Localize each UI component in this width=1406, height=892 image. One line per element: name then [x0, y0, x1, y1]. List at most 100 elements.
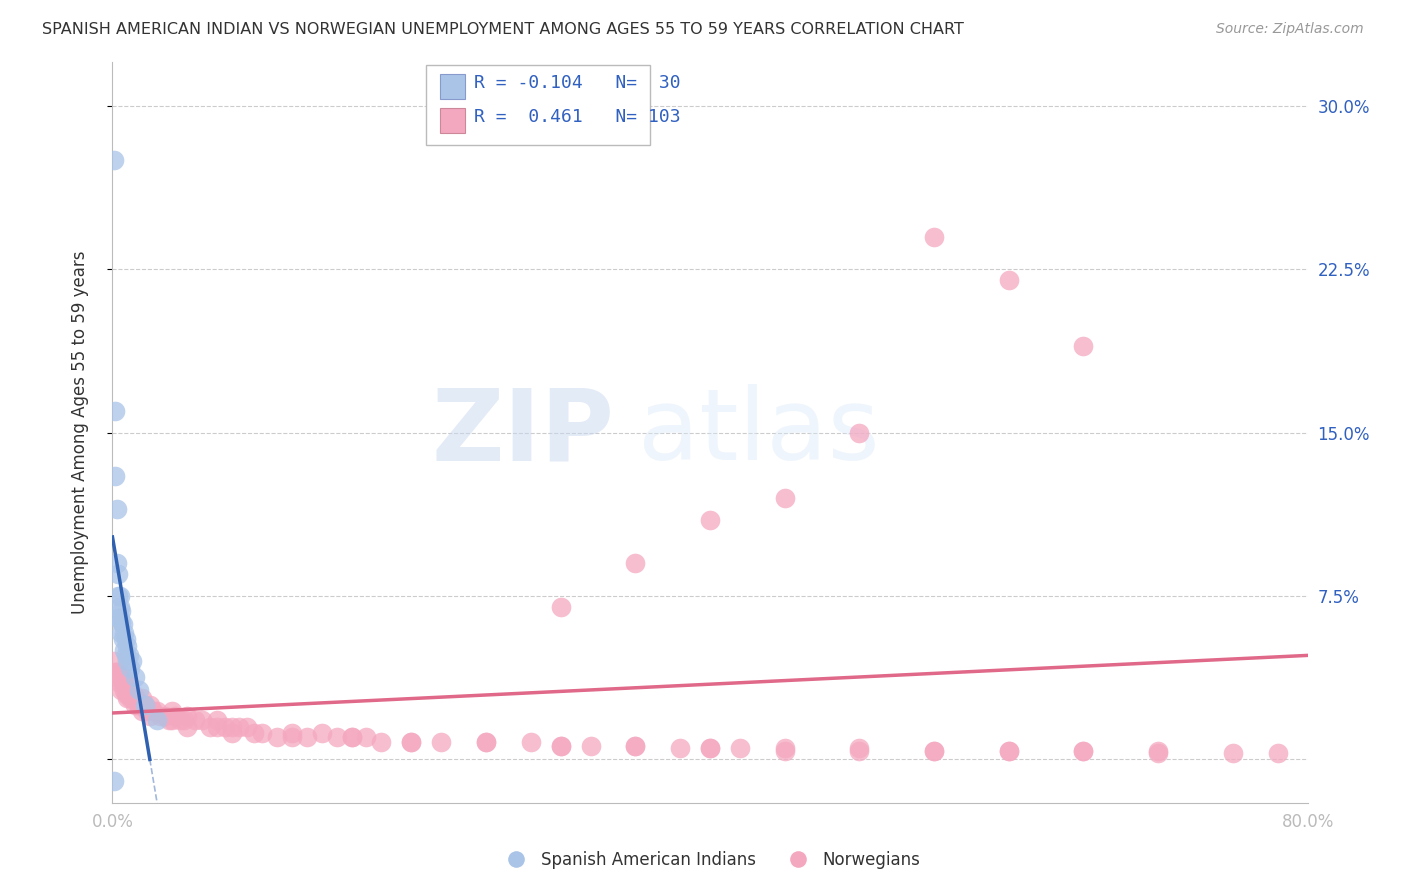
Point [699, 741, 721, 756]
Point [281, 726, 304, 740]
Point [243, 726, 266, 740]
Point [1222, 746, 1244, 760]
Point [111, 676, 134, 690]
Point [773, 741, 796, 756]
Point [108, 599, 131, 614]
Point [107, 611, 129, 625]
Point [162, 704, 183, 718]
Point [111, 669, 134, 683]
Point [131, 691, 153, 706]
Point [134, 698, 156, 712]
Point [117, 691, 139, 706]
Point [128, 698, 150, 712]
Point [624, 739, 647, 754]
Point [579, 739, 602, 754]
Point [115, 648, 138, 662]
Point [998, 743, 1021, 757]
Point [266, 731, 288, 745]
Point [669, 741, 692, 756]
Point [1147, 743, 1170, 757]
Point [117, 639, 139, 653]
Point [146, 704, 169, 718]
Point [848, 741, 870, 756]
Point [120, 687, 142, 701]
Point [205, 713, 228, 727]
Point [139, 698, 162, 712]
Point [922, 743, 945, 757]
Point [118, 682, 141, 697]
Point [114, 676, 135, 690]
Point [340, 731, 363, 745]
Point [198, 720, 221, 734]
Point [117, 654, 139, 668]
Text: R = -0.104   N=  30: R = -0.104 N= 30 [474, 74, 681, 92]
Point [699, 513, 721, 527]
Point [103, 153, 125, 168]
Point [520, 735, 543, 749]
Point [124, 698, 146, 712]
Point [624, 739, 647, 754]
Point [165, 708, 187, 723]
Point [1073, 743, 1095, 757]
Text: Source: ZipAtlas.com: Source: ZipAtlas.com [1216, 22, 1364, 37]
Point [475, 735, 498, 749]
Point [475, 735, 498, 749]
Point [118, 648, 141, 662]
Point [135, 704, 157, 718]
Point [153, 708, 176, 723]
Point [120, 661, 142, 675]
Point [103, 654, 125, 668]
Point [114, 643, 135, 657]
Point [108, 611, 131, 625]
Point [205, 720, 228, 734]
Point [183, 713, 205, 727]
Point [550, 739, 572, 754]
Point [120, 691, 142, 706]
Point [104, 469, 127, 483]
Point [624, 556, 647, 570]
Point [176, 708, 198, 723]
Point [107, 589, 129, 603]
Text: R =  0.461   N= 103: R = 0.461 N= 103 [474, 108, 681, 126]
Point [157, 713, 180, 727]
Point [236, 720, 259, 734]
Legend: Spanish American Indians, Norwegians: Spanish American Indians, Norwegians [492, 845, 928, 876]
Point [1147, 746, 1170, 760]
Point [295, 731, 318, 745]
Point [149, 708, 172, 723]
Point [550, 739, 572, 754]
Point [221, 726, 243, 740]
Point [370, 735, 392, 749]
Point [125, 691, 148, 706]
Point [108, 589, 131, 603]
Point [111, 632, 134, 647]
Point [124, 669, 146, 683]
Point [114, 626, 135, 640]
Point [998, 273, 1021, 287]
Point [105, 501, 128, 516]
Point [107, 567, 129, 582]
Point [114, 682, 135, 697]
Point [176, 720, 198, 734]
Point [430, 735, 453, 749]
Point [134, 698, 156, 712]
Point [221, 720, 243, 734]
Point [121, 654, 143, 668]
Point [311, 726, 333, 740]
Point [281, 731, 304, 745]
Point [104, 665, 127, 680]
Point [110, 604, 132, 618]
Point [848, 425, 870, 440]
Point [173, 713, 195, 727]
Point [108, 676, 131, 690]
Point [122, 687, 145, 701]
Point [250, 726, 273, 740]
Point [110, 682, 132, 697]
Point [127, 698, 149, 712]
Point [1073, 743, 1095, 757]
Point [115, 676, 138, 690]
Point [111, 617, 134, 632]
Point [848, 743, 870, 757]
Point [214, 720, 236, 734]
Point [401, 735, 423, 749]
